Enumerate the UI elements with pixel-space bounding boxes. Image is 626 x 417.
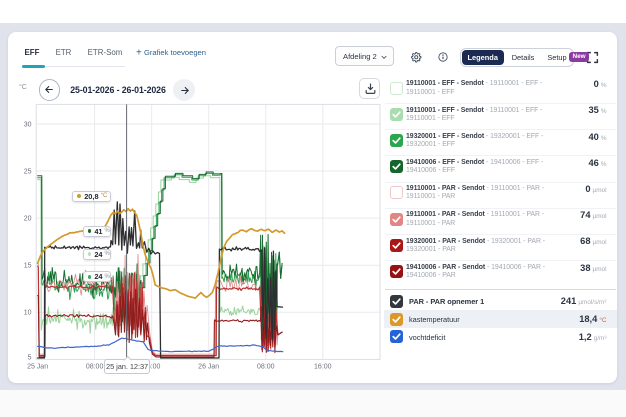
svg-text:10: 10 [24, 310, 32, 317]
svg-text:08:00: 08:00 [86, 363, 104, 370]
svg-text:16:00: 16:00 [314, 363, 332, 370]
svg-text:25 Jan: 25 Jan [27, 363, 48, 370]
svg-text:16:00: 16:00 [143, 363, 161, 370]
svg-text:26 Jan: 26 Jan [198, 363, 219, 370]
svg-text:25: 25 [24, 168, 32, 175]
svg-text:15: 15 [24, 263, 32, 270]
svg-text:08:00: 08:00 [257, 363, 275, 370]
svg-text:30: 30 [24, 121, 32, 128]
svg-text:20: 20 [24, 215, 32, 222]
svg-text:5: 5 [28, 354, 32, 361]
